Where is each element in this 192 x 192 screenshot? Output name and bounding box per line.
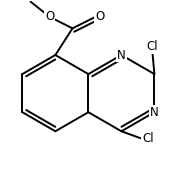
- Text: Cl: Cl: [142, 132, 154, 145]
- Text: N: N: [150, 106, 159, 119]
- Text: O: O: [45, 10, 54, 23]
- Text: N: N: [117, 49, 126, 61]
- Text: Cl: Cl: [147, 40, 158, 53]
- Text: O: O: [95, 10, 105, 23]
